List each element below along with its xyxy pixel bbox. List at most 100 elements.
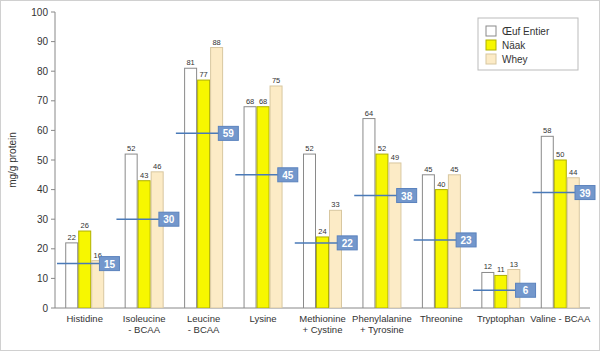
data-label: 24 [318, 227, 326, 236]
x-tick-line: - BCAA [128, 324, 160, 335]
data-label: 81 [186, 58, 194, 67]
legend-label: Whey [502, 54, 528, 65]
x-tick-label: Phenylalanine+ Tyrosine [352, 313, 412, 335]
data-label: 77 [199, 70, 207, 79]
x-tick-line: - BCAA [188, 324, 220, 335]
bar [554, 160, 566, 308]
bar [151, 172, 163, 308]
reference-badge [575, 186, 595, 200]
reference-badge [218, 126, 238, 140]
marks [57, 48, 584, 308]
x-tick-label: Valine - BCAA [530, 313, 591, 324]
x-tick-line: Lysine [250, 313, 277, 324]
y-tick-label: 30 [37, 214, 49, 225]
y-tick-label: 50 [37, 155, 49, 166]
reference-label: 39 [579, 188, 591, 199]
bar [363, 119, 375, 308]
chart: 0102030405060708090100mg/g protein222616… [0, 0, 600, 351]
y-tick [51, 248, 55, 249]
y-tick-label: 80 [37, 66, 49, 77]
labels: 2226161552434630817788596868754552243322… [68, 38, 595, 298]
bar [125, 154, 137, 308]
reference-label: 23 [461, 235, 473, 246]
bar [435, 190, 447, 308]
bar [389, 163, 401, 308]
y-tick [51, 41, 55, 42]
y-tick [51, 71, 55, 72]
y-tick-label: 40 [37, 184, 49, 195]
data-label: 40 [437, 180, 445, 189]
bar [270, 86, 282, 308]
reference-badge [337, 236, 357, 250]
bar [376, 154, 388, 308]
reference-label: 15 [104, 259, 116, 270]
y-tick [51, 308, 55, 309]
x-tick-label: Lysine [250, 313, 277, 324]
bar [422, 175, 434, 308]
data-label: 46 [153, 162, 161, 171]
data-label: 52 [127, 144, 135, 153]
y-tick [51, 278, 55, 279]
bar [198, 80, 210, 308]
bar [185, 68, 197, 308]
reference-badge [516, 283, 536, 297]
x-tick-line: Histidine [67, 313, 103, 324]
bar [244, 107, 256, 308]
x-tick-label: Histidine [67, 313, 103, 324]
data-label: 68 [259, 97, 267, 106]
bar [66, 243, 78, 308]
bar [138, 181, 150, 308]
reference-badge [456, 233, 476, 247]
y-tick-label: 20 [37, 243, 49, 254]
bar [330, 210, 342, 308]
data-label: 43 [140, 171, 148, 180]
x-tick-label: Threonine [420, 313, 463, 324]
legend-swatch [486, 40, 496, 50]
data-label: 13 [510, 260, 518, 269]
legend-box [478, 18, 578, 70]
data-label: 26 [81, 221, 89, 230]
bar [304, 154, 316, 308]
y-tick [51, 12, 55, 13]
y-tick [51, 189, 55, 190]
reference-label: 6 [523, 285, 529, 296]
y-tick [51, 100, 55, 101]
reference-label: 38 [401, 191, 413, 202]
data-label: 75 [272, 76, 280, 85]
reference-label: 45 [282, 170, 294, 181]
data-label: 44 [569, 168, 577, 177]
legend-swatch [486, 54, 496, 64]
y-tick-label: 10 [37, 273, 49, 284]
data-label: 49 [391, 153, 399, 162]
x-tick-label: Tryptophan [477, 313, 525, 324]
data-label: 45 [450, 165, 458, 174]
x-tick-line: + Cystine [303, 324, 343, 335]
data-label: 22 [68, 233, 76, 242]
data-label: 88 [212, 38, 220, 47]
bar [211, 48, 223, 308]
x-tick-label: Leucine- BCAA [187, 313, 220, 335]
legend-label: Œuf Entier [502, 26, 550, 37]
x-tick-label: Isoleucine- BCAA [123, 313, 166, 335]
reference-label: 22 [342, 238, 354, 249]
x-tick-line: Valine - BCAA [530, 313, 591, 324]
y-tick-label: 100 [31, 7, 48, 18]
data-label: 11 [497, 265, 505, 274]
x-tick-label: Methionine+ Cystine [299, 313, 345, 335]
y-axis-title: mg/g protein [7, 132, 18, 188]
reference-badge [278, 168, 298, 182]
y-tick-label: 60 [37, 125, 49, 136]
x-tick-line: Methionine [299, 313, 345, 324]
bar [541, 136, 553, 308]
data-label: 12 [484, 262, 492, 271]
bar [257, 107, 269, 308]
bar [79, 231, 91, 308]
data-label: 52 [378, 144, 386, 153]
x-tick-line: Phenylalanine [352, 313, 412, 324]
reference-badge [159, 212, 179, 226]
bar [317, 237, 329, 308]
x-tick-line: + Tyrosine [360, 324, 404, 335]
y-tick [51, 130, 55, 131]
data-label: 68 [246, 97, 254, 106]
data-label: 45 [424, 165, 432, 174]
